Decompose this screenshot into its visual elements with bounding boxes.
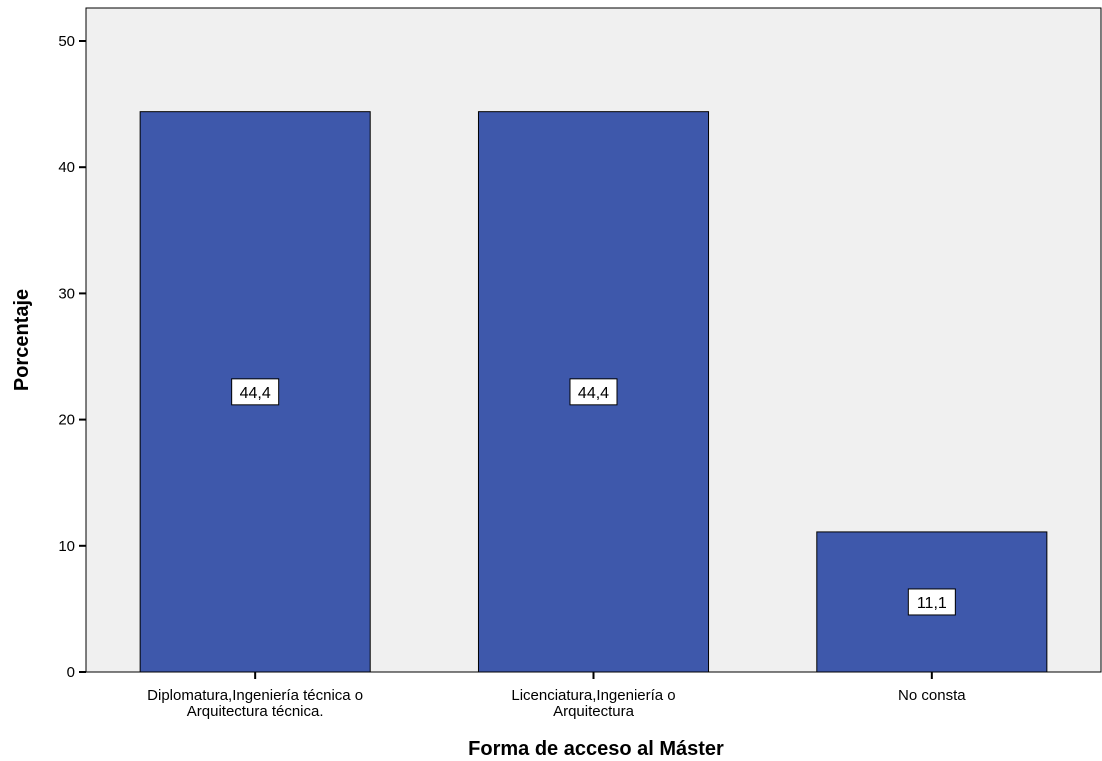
y-tick-label: 20	[58, 412, 75, 429]
data-label: 11,1	[917, 595, 947, 612]
y-tick-label: 0	[67, 664, 75, 681]
x-axis-title: Forma de acceso al Máster	[468, 738, 724, 760]
y-tick-label: 10	[58, 538, 75, 555]
y-axis: 0 10 20 30 40 50	[58, 33, 86, 681]
y-tick-label: 50	[58, 33, 75, 50]
data-label: 44,4	[578, 385, 609, 402]
data-label: 44,4	[240, 385, 271, 402]
data-label-box	[231, 378, 280, 406]
data-label-box	[569, 378, 618, 406]
x-tick-label: Diplomatura,Ingeniería técnica o Arquitec…	[147, 687, 363, 720]
x-tick-label: Licenciatura,Ingeniería o Arquitectura	[511, 687, 675, 720]
y-tick-label: 30	[58, 285, 75, 302]
y-axis-title: Porcentaje	[11, 289, 33, 391]
x-tick-label: No consta	[898, 687, 966, 704]
data-label-box	[907, 588, 956, 616]
x-axis: Diplomatura,Ingeniería técnica o Arquitec…	[147, 672, 966, 720]
bar	[477, 111, 710, 673]
bars: 44,4 44,4 11,1	[139, 111, 1048, 673]
y-tick-label: 40	[58, 159, 75, 176]
